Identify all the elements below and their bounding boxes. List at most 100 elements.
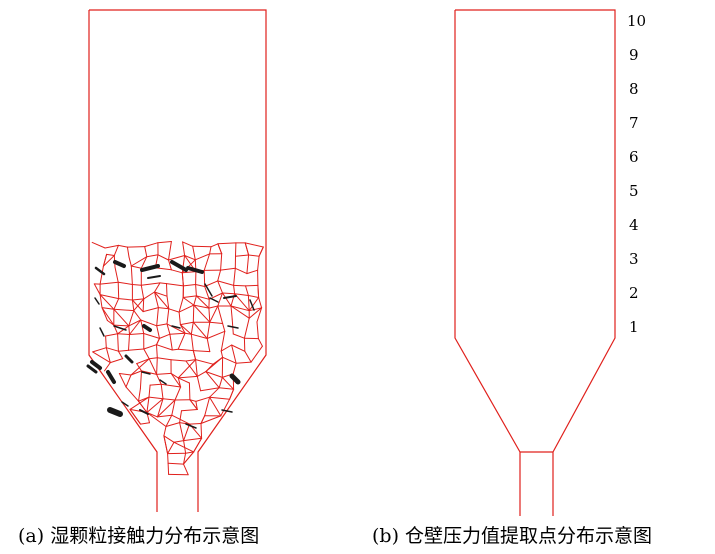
- force-chain: [129, 408, 141, 425]
- strong-contact: [142, 324, 152, 332]
- force-chain: [178, 297, 184, 313]
- force-chain: [166, 283, 168, 297]
- force-chain: [195, 359, 198, 377]
- force-chain: [258, 246, 264, 257]
- force-chain: [109, 358, 124, 364]
- force-chain: [117, 244, 128, 248]
- force-chain: [156, 357, 172, 361]
- force-chain: [157, 399, 176, 418]
- force-chain: [118, 373, 132, 376]
- force-chain: [217, 242, 237, 245]
- force-chain: [231, 344, 246, 352]
- strong-contact: [209, 297, 219, 303]
- force-chain: [131, 284, 142, 286]
- force-chain: [177, 377, 190, 384]
- force-chain: [218, 387, 235, 390]
- force-chain: [157, 414, 173, 418]
- force-chain: [99, 294, 115, 310]
- force-chain: [257, 255, 260, 271]
- strong-contact: [94, 266, 106, 276]
- strong-contact: [223, 295, 237, 299]
- force-chain: [250, 345, 263, 363]
- force-chain: [105, 347, 119, 352]
- force-chain: [257, 338, 263, 347]
- force-chain: [105, 335, 107, 349]
- force-chain: [99, 294, 103, 309]
- force-chain: [157, 307, 170, 310]
- force-chain: [244, 350, 252, 363]
- force-chain: [140, 282, 161, 286]
- strong-contact-marks: [86, 260, 255, 429]
- force-chain: [129, 396, 150, 410]
- force-chain: [196, 371, 207, 377]
- force-chain: [193, 304, 210, 309]
- force-chain: [183, 463, 189, 476]
- pressure-point-label: 3: [629, 250, 639, 268]
- force-chain: [143, 348, 150, 360]
- force-chain: [166, 323, 186, 334]
- force-chain: [193, 437, 203, 453]
- force-chain: [210, 243, 219, 248]
- force-chain: [148, 357, 158, 360]
- force-chain: [106, 320, 115, 326]
- force-chain: [245, 284, 259, 287]
- force-chain: [143, 344, 157, 350]
- force-chain: [118, 298, 133, 301]
- force-chain: [136, 358, 150, 365]
- force-chain: [179, 422, 190, 425]
- force-chain: [154, 291, 170, 310]
- pressure-point-label: 7: [629, 114, 639, 132]
- force-chain: [192, 350, 197, 361]
- force-chain: [189, 399, 198, 410]
- force-chain: [156, 344, 173, 351]
- force-chain: [179, 321, 194, 326]
- strong-contact: [229, 373, 241, 385]
- force-chain: [128, 334, 130, 351]
- force-chain: [245, 285, 249, 296]
- force-chain: [200, 423, 203, 439]
- force-chain: [146, 398, 164, 413]
- force-chain: [148, 358, 158, 375]
- force-chain: [125, 374, 132, 388]
- force-chain: [125, 386, 139, 402]
- force-chain: [173, 440, 185, 443]
- strong-contact: [249, 299, 255, 311]
- strong-contact: [147, 275, 161, 279]
- force-chain: [128, 348, 145, 351]
- force-chain: [195, 295, 210, 309]
- force-chain: [140, 284, 145, 300]
- force-chain: [220, 253, 223, 271]
- force-chain: [130, 265, 133, 285]
- force-chain: [170, 359, 187, 362]
- force-chain: [185, 359, 197, 362]
- force-chain: [162, 398, 176, 401]
- force-chain: [190, 333, 208, 339]
- force-chain: [104, 362, 111, 372]
- force-chain: [182, 241, 194, 247]
- force-chain: [222, 323, 226, 332]
- force-chain: [192, 245, 212, 248]
- force-chain: [205, 356, 224, 373]
- force-chain: [167, 441, 175, 455]
- strong-contact: [94, 297, 100, 305]
- force-chain: [248, 307, 263, 319]
- force-chain: [258, 297, 263, 309]
- pressure-point-label: 2: [629, 284, 639, 302]
- force-chain: [230, 305, 250, 312]
- force-chain: [195, 284, 197, 297]
- force-chain: [160, 383, 164, 400]
- force-chain: [220, 267, 236, 271]
- force-chain: [114, 266, 119, 283]
- force-chain: [138, 388, 141, 402]
- force-chain: [143, 291, 155, 300]
- force-chain: [154, 291, 168, 297]
- force-chain: [148, 396, 164, 400]
- force-chain: [205, 371, 220, 389]
- force-chain: [165, 414, 173, 427]
- force-chain: [148, 384, 151, 398]
- force-chain: [184, 332, 192, 335]
- force-chain: [168, 241, 172, 261]
- force-chain: [256, 321, 259, 340]
- force-chain: [166, 308, 170, 325]
